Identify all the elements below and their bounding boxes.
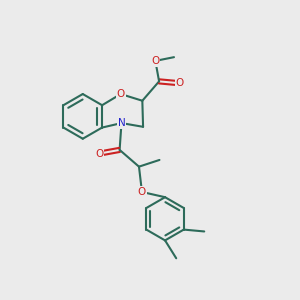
Text: O: O [117, 89, 125, 99]
Text: O: O [138, 187, 146, 197]
Text: N: N [118, 118, 125, 128]
Text: O: O [151, 56, 160, 66]
Text: O: O [95, 148, 103, 159]
Text: O: O [176, 78, 184, 88]
